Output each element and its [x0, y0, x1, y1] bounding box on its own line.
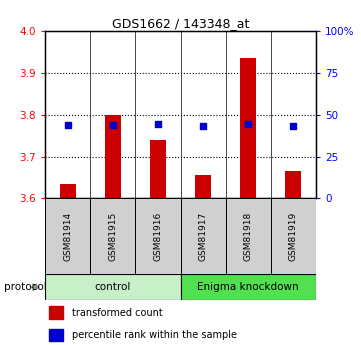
Bar — [180, 274, 316, 300]
Point — [65, 122, 71, 128]
Bar — [45, 198, 90, 274]
Bar — [180, 198, 226, 274]
Point — [155, 121, 161, 127]
Text: protocol: protocol — [4, 282, 46, 292]
Text: GSM81916: GSM81916 — [153, 212, 162, 261]
Text: GSM81914: GSM81914 — [63, 212, 72, 261]
Text: control: control — [95, 282, 131, 292]
Bar — [90, 198, 135, 274]
Bar — [45, 274, 180, 300]
Bar — [49, 306, 63, 319]
Point — [290, 123, 296, 129]
Bar — [195, 175, 211, 198]
Bar — [150, 140, 166, 198]
Bar — [226, 198, 271, 274]
Text: GSM81917: GSM81917 — [199, 212, 208, 261]
Text: GSM81918: GSM81918 — [244, 212, 253, 261]
Text: GSM81919: GSM81919 — [289, 212, 298, 261]
Bar — [286, 171, 301, 198]
Text: GSM81915: GSM81915 — [108, 212, 117, 261]
Text: Enigma knockdown: Enigma knockdown — [197, 282, 299, 292]
Title: GDS1662 / 143348_at: GDS1662 / 143348_at — [112, 17, 249, 30]
Bar — [49, 329, 63, 342]
Text: percentile rank within the sample: percentile rank within the sample — [72, 330, 237, 340]
Bar — [271, 198, 316, 274]
Bar — [60, 184, 75, 198]
Point — [110, 122, 116, 128]
Point — [245, 121, 251, 127]
Bar — [105, 115, 121, 198]
Text: transformed count: transformed count — [72, 308, 163, 318]
Point — [200, 123, 206, 129]
Bar — [135, 198, 180, 274]
Bar — [240, 58, 256, 198]
